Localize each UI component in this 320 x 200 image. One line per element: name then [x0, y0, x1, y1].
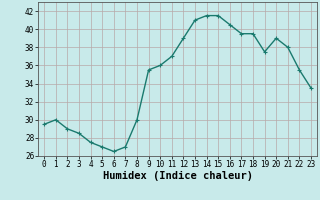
X-axis label: Humidex (Indice chaleur): Humidex (Indice chaleur): [103, 171, 252, 181]
